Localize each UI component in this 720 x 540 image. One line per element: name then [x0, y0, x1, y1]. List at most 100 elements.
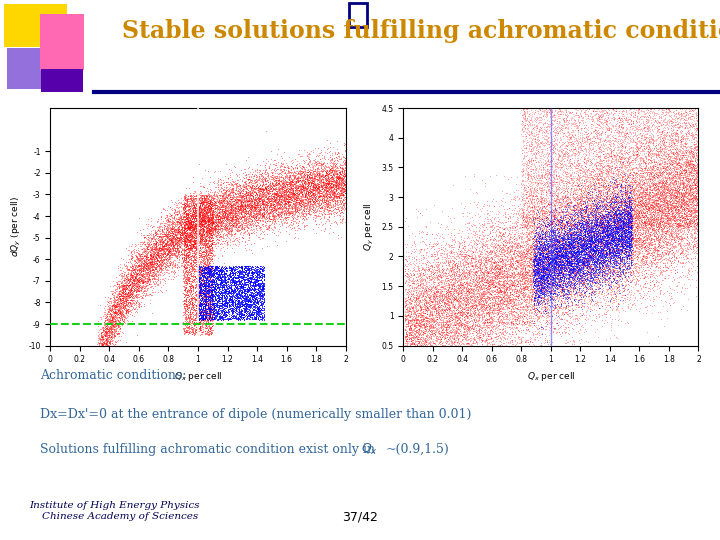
Point [163, 240, 174, 249]
Point [459, 321, 471, 329]
Point [102, 315, 113, 324]
Point [199, 205, 210, 213]
Point [76, 341, 87, 350]
Point [603, 212, 614, 220]
Point [189, 202, 201, 211]
Point [592, 152, 603, 161]
Point [590, 128, 602, 137]
Point [552, 222, 564, 231]
Point [431, 272, 442, 281]
Point [532, 236, 544, 245]
Point [237, 282, 248, 291]
Point [590, 175, 601, 184]
Point [531, 124, 543, 132]
Point [192, 291, 203, 300]
Point [458, 252, 469, 261]
Point [518, 248, 530, 257]
Point [460, 265, 472, 273]
Point [650, 198, 662, 207]
Point [173, 225, 184, 234]
Point [528, 242, 540, 251]
Point [317, 187, 328, 195]
Point [238, 313, 250, 321]
Point [253, 185, 264, 194]
Point [59, 341, 71, 350]
Point [595, 267, 606, 275]
Point [320, 194, 332, 203]
Point [578, 269, 590, 278]
Point [537, 271, 549, 279]
Point [188, 293, 199, 301]
Point [615, 221, 626, 230]
Point [279, 181, 291, 190]
Point [274, 180, 286, 189]
Point [601, 218, 613, 226]
Point [608, 212, 619, 221]
Point [195, 248, 207, 257]
Point [420, 248, 432, 257]
Point [125, 309, 136, 318]
Point [525, 137, 536, 145]
Point [238, 275, 250, 284]
Point [654, 267, 666, 276]
Point [634, 212, 646, 220]
Point [544, 183, 555, 192]
Point [117, 301, 129, 309]
Point [609, 133, 621, 142]
Point [613, 221, 624, 230]
Point [538, 128, 549, 137]
Point [242, 265, 253, 273]
Point [198, 313, 210, 322]
Point [571, 247, 582, 256]
Point [655, 190, 667, 199]
Point [402, 295, 413, 304]
Point [550, 205, 562, 214]
Point [248, 197, 259, 206]
Point [623, 231, 634, 240]
Point [597, 121, 608, 130]
Point [571, 288, 582, 297]
Point [693, 228, 704, 237]
Point [597, 167, 608, 176]
Point [526, 269, 538, 278]
Point [284, 171, 296, 180]
Point [621, 230, 633, 239]
Point [549, 256, 561, 265]
Point [228, 220, 240, 229]
Point [567, 259, 578, 267]
Point [560, 262, 572, 271]
Point [161, 266, 173, 274]
Point [241, 275, 253, 284]
Point [239, 278, 251, 287]
Point [327, 206, 338, 214]
Point [683, 221, 695, 230]
Point [521, 341, 533, 350]
Point [72, 341, 84, 350]
Point [647, 197, 658, 206]
Point [554, 183, 565, 191]
Point [517, 117, 528, 125]
Point [88, 341, 99, 350]
Point [597, 202, 608, 211]
Point [223, 227, 235, 236]
Point [155, 222, 166, 231]
Point [665, 186, 676, 195]
Point [145, 279, 156, 288]
Point [684, 215, 696, 224]
Point [253, 300, 264, 308]
Point [428, 337, 439, 346]
Point [561, 211, 572, 219]
Point [219, 280, 230, 289]
Point [227, 184, 238, 192]
Point [566, 232, 577, 240]
Point [263, 174, 274, 183]
Point [692, 182, 703, 191]
Point [580, 227, 591, 236]
Point [203, 234, 215, 242]
Point [588, 310, 599, 319]
Point [67, 341, 78, 350]
Point [683, 188, 695, 197]
Point [180, 184, 192, 192]
Point [486, 239, 498, 248]
Point [55, 341, 67, 350]
